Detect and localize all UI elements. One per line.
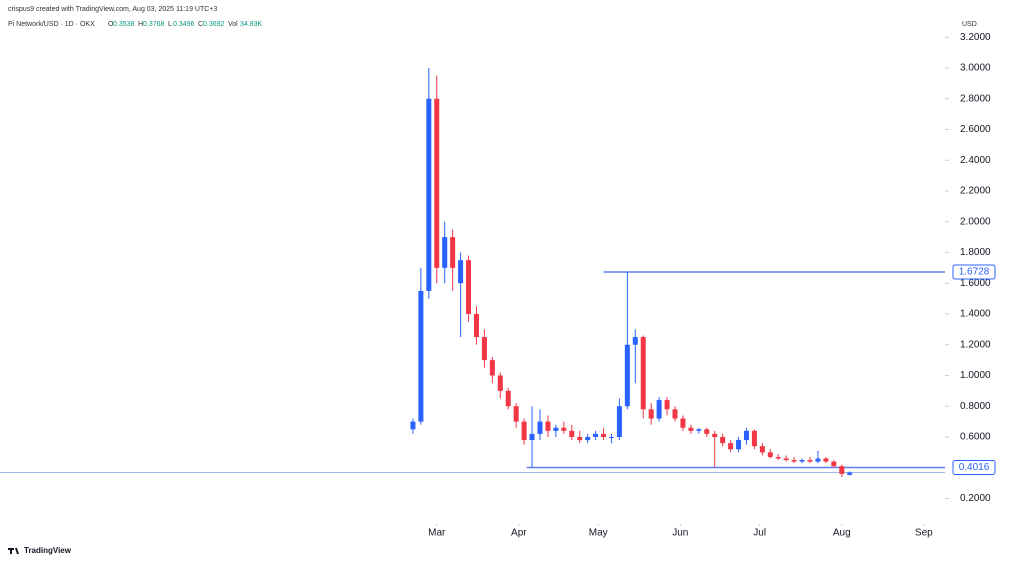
candle-body bbox=[632, 337, 638, 345]
ohlc-key: L bbox=[168, 21, 172, 28]
y-tick-label: 0.6000 bbox=[960, 432, 991, 443]
candle-body bbox=[688, 427, 694, 431]
ohlc-value: 0.3692 bbox=[203, 21, 225, 28]
candle-body bbox=[791, 460, 797, 462]
y-tick-label: 3.2000 bbox=[960, 32, 991, 43]
x-tick-label: Sep bbox=[915, 528, 933, 539]
candle-body bbox=[839, 466, 845, 474]
level-label: 1.6728 bbox=[959, 267, 990, 278]
candle-body bbox=[577, 436, 583, 441]
logo bbox=[8, 548, 19, 554]
candle-body bbox=[553, 427, 559, 431]
symbol-title: Pi Network/USD · 1D · OKX bbox=[8, 21, 95, 28]
candle-body bbox=[640, 337, 646, 410]
x-tick-label: Apr bbox=[511, 528, 527, 539]
candle-body bbox=[815, 458, 821, 462]
candle-body bbox=[648, 409, 654, 419]
candle-body bbox=[481, 337, 487, 361]
candle-body bbox=[466, 260, 472, 314]
candle-body bbox=[521, 421, 527, 441]
candle-body bbox=[450, 237, 456, 268]
candle-body bbox=[751, 430, 757, 447]
candle-body bbox=[561, 427, 567, 431]
candle-body bbox=[656, 400, 662, 419]
candle-body bbox=[545, 421, 551, 431]
candle-body bbox=[664, 400, 670, 410]
candle-body bbox=[799, 460, 805, 462]
level-label: 0.4016 bbox=[959, 462, 990, 473]
candle-body bbox=[513, 406, 519, 422]
y-tick-label: 1.0000 bbox=[960, 370, 991, 381]
x-tick-label: Jul bbox=[753, 528, 766, 539]
candle-body bbox=[831, 461, 837, 467]
candle-body bbox=[704, 429, 710, 434]
ohlc-value: 34.83K bbox=[240, 21, 263, 28]
level-label-box bbox=[952, 264, 996, 280]
candle-body bbox=[720, 436, 726, 444]
candle-body bbox=[823, 458, 829, 462]
y-tick-label: 2.4000 bbox=[960, 155, 991, 166]
ohlc-key: H bbox=[138, 21, 143, 28]
candle-body bbox=[712, 433, 718, 437]
x-tick-label: Aug bbox=[833, 528, 851, 539]
candle-body bbox=[608, 436, 614, 438]
candle-body bbox=[775, 456, 781, 459]
candle-body bbox=[672, 409, 678, 419]
candle-body bbox=[601, 433, 607, 437]
candle-body bbox=[736, 440, 742, 450]
ohlc-value: 0.3538 bbox=[113, 21, 135, 28]
candle-body bbox=[585, 436, 591, 441]
candle-body bbox=[728, 443, 734, 450]
ohlc-value: 0.3496 bbox=[173, 21, 195, 28]
y-tick-label: 2.8000 bbox=[960, 93, 991, 104]
candle-body bbox=[624, 344, 630, 407]
candle-body bbox=[743, 430, 749, 441]
x-tick-label: Jun bbox=[672, 528, 688, 539]
candle-body bbox=[529, 433, 535, 441]
y-tick-label: 1.2000 bbox=[960, 339, 991, 350]
candle-body bbox=[680, 418, 686, 428]
level-label-box bbox=[952, 459, 996, 475]
y-tick-label: 3.0000 bbox=[960, 63, 991, 74]
credit: crispus9 created with TradingView.com, A… bbox=[8, 6, 217, 13]
ohlc-key: C bbox=[198, 21, 203, 28]
candle-body bbox=[569, 430, 575, 437]
y-tick-label: 2.2000 bbox=[960, 186, 991, 197]
candle-body bbox=[434, 98, 440, 268]
candle-body bbox=[489, 360, 495, 376]
candle-body bbox=[616, 406, 622, 437]
y-axis-label: USD bbox=[962, 21, 977, 28]
ohlc-key: Vol bbox=[228, 21, 238, 28]
ohlc-value: 0.3768 bbox=[143, 21, 165, 28]
candle-body bbox=[696, 429, 702, 431]
candle-body bbox=[537, 421, 543, 434]
candle-body bbox=[497, 375, 503, 391]
x-tick-label: Mar bbox=[428, 528, 446, 539]
candle-body bbox=[593, 433, 599, 437]
ohlc-key: O bbox=[108, 21, 114, 28]
candle-body bbox=[458, 260, 464, 284]
candle-body bbox=[783, 458, 789, 461]
candle-body bbox=[759, 446, 765, 453]
watermark: TradingView bbox=[24, 546, 72, 555]
y-tick-label: 2.6000 bbox=[960, 124, 991, 135]
candle-body bbox=[505, 390, 511, 407]
y-tick-label: 1.8000 bbox=[960, 247, 991, 258]
y-tick-label: 0.8000 bbox=[960, 401, 991, 412]
candle-body bbox=[410, 421, 416, 430]
y-tick-label: 1.4000 bbox=[960, 309, 991, 320]
y-tick-label: 0.2000 bbox=[960, 493, 991, 504]
candle-body bbox=[473, 313, 479, 338]
candle-body bbox=[847, 472, 853, 475]
y-tick-label: 2.0000 bbox=[960, 216, 991, 227]
candle-body bbox=[442, 237, 448, 268]
candle-body bbox=[418, 290, 424, 422]
x-tick-label: May bbox=[589, 528, 608, 539]
candle-body bbox=[767, 452, 773, 457]
y-tick-label: 1.6000 bbox=[960, 278, 991, 289]
candle-body bbox=[426, 98, 432, 291]
candle-body bbox=[807, 460, 813, 462]
